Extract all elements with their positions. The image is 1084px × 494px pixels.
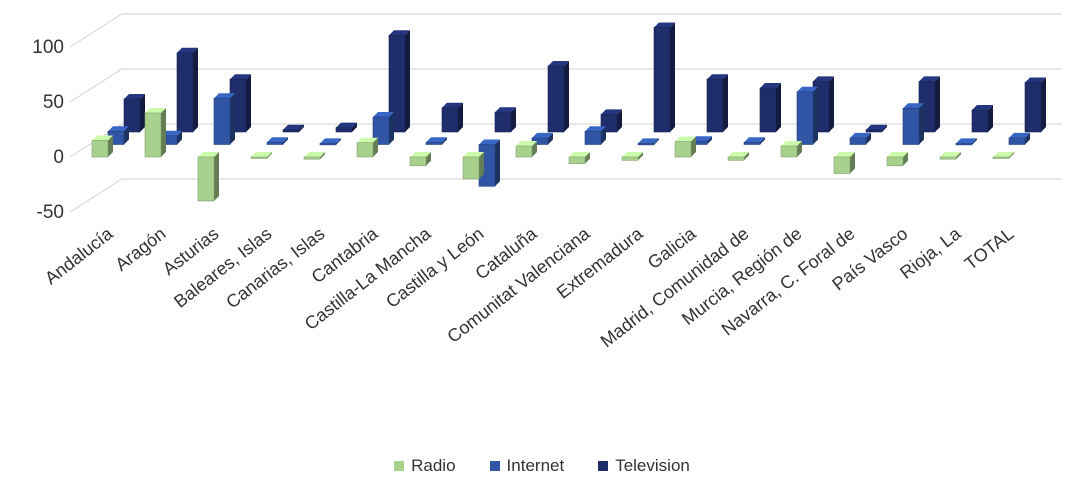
y-axis-ticks: -50 0 50 100: [32, 37, 64, 223]
bar-television-14: [865, 124, 887, 133]
bar-radio-17: [992, 152, 1014, 159]
gridlines: [69, 13, 1062, 213]
bar-television-17: [1024, 77, 1046, 133]
bar-radio-13: [780, 141, 802, 158]
bar-radio-1: [144, 108, 166, 158]
legend-label-internet: Internet: [506, 456, 565, 475]
bar-internet-0: [107, 126, 129, 145]
bar-radio-14: [833, 152, 855, 174]
bar-television-8: [547, 61, 569, 133]
x-tick-label-17: TOTAL: [961, 223, 1018, 273]
y-tick-label-2: 50: [43, 92, 64, 113]
bar-television-0: [123, 94, 145, 133]
bar-internet-2: [213, 93, 235, 145]
y-tick-label-3: 100: [32, 37, 64, 58]
bar-internet-17: [1008, 132, 1030, 145]
bar-television-7: [494, 107, 516, 133]
x-tick-label-16: Rioja, La: [896, 223, 965, 283]
bar-television-10: [653, 22, 675, 133]
bar-internet-1: [160, 130, 182, 145]
gridline-0: [69, 178, 1062, 213]
legend-swatch-television: [598, 461, 609, 471]
bar-television-4: [335, 122, 357, 133]
bar-radio-16: [939, 152, 961, 160]
legend-item-television: Television: [598, 456, 690, 476]
bar-radio-15: [886, 152, 908, 167]
bar-television-12: [759, 83, 781, 133]
bar-television-9: [600, 109, 622, 133]
bar-radio-10: [621, 152, 643, 161]
legend-item-internet: Internet: [489, 456, 565, 476]
bar-internet-4: [319, 138, 341, 146]
bar-radio-2: [197, 152, 219, 202]
bars: [91, 22, 1046, 202]
bar-internet-8: [531, 132, 553, 145]
bar-internet-10: [637, 138, 659, 146]
legend-swatch-radio: [394, 461, 405, 471]
bar-television-3: [282, 124, 304, 133]
bar-radio-5: [356, 137, 378, 158]
bar-radio-6: [409, 152, 431, 167]
bar-radio-9: [568, 152, 590, 164]
bar-radio-3: [250, 152, 272, 159]
gridline-3: [69, 13, 1062, 48]
bar-internet-3: [266, 137, 288, 145]
x-tick-label-0: Andalucía: [41, 223, 117, 289]
bar-radio-11: [674, 136, 696, 158]
legend-item-radio: Radio: [394, 456, 456, 476]
bar-television-1: [176, 47, 198, 133]
bar-internet-9: [584, 126, 606, 145]
bar-radio-12: [727, 152, 749, 161]
bar-radio-7: [462, 152, 484, 180]
legend-label-radio: Radio: [411, 456, 456, 475]
bar-television-16: [971, 105, 993, 133]
bar-internet-15: [902, 103, 924, 145]
bar-internet-14: [849, 132, 871, 145]
y-tick-label-0: -50: [37, 202, 64, 223]
y-tick-label-1: 0: [53, 147, 64, 168]
bar-internet-13: [796, 86, 818, 145]
legend-swatch-internet: [489, 461, 500, 471]
gridline-2: [69, 68, 1062, 103]
bar-internet-5: [372, 112, 394, 145]
bar-radio-8: [515, 141, 537, 158]
bar-television-5: [388, 30, 410, 133]
bar-radio-4: [303, 152, 325, 160]
bar-internet-12: [743, 137, 765, 145]
gridline-1: [69, 123, 1062, 158]
bar-television-6: [441, 102, 463, 133]
bar-internet-6: [425, 137, 447, 145]
bar-radio-0: [91, 135, 113, 158]
legend: Radio Internet Television: [0, 456, 1084, 476]
bar-television-11: [706, 74, 728, 133]
legend-label-television: Television: [615, 456, 690, 475]
bar-internet-16: [955, 138, 977, 146]
